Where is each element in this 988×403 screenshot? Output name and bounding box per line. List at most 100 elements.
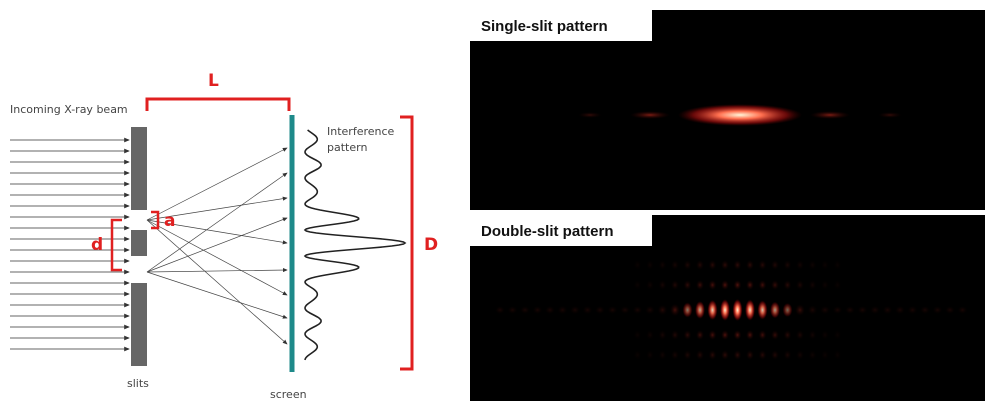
faint-fringe xyxy=(683,350,692,360)
L-bracket xyxy=(145,97,291,111)
a-bracket xyxy=(151,210,160,230)
faint-fringe xyxy=(833,280,842,290)
faint-fringe xyxy=(671,330,679,340)
fringe xyxy=(557,305,568,315)
panel-title: Double-slit pattern xyxy=(481,223,614,240)
D-label: D xyxy=(424,235,438,255)
faint-fringe xyxy=(721,350,729,360)
panel-title-box xyxy=(470,215,652,246)
faint-fringe xyxy=(733,330,742,340)
faint-fringe xyxy=(633,350,642,360)
fringe xyxy=(545,305,555,315)
faint-fringe xyxy=(646,330,654,340)
faint-fringe xyxy=(821,330,829,340)
faint-fringe xyxy=(633,260,642,270)
side-lobe xyxy=(578,112,602,118)
ray xyxy=(146,217,288,273)
faint-fringe xyxy=(696,280,704,290)
fringe xyxy=(945,305,955,315)
fringe xyxy=(682,302,693,318)
faint-fringe xyxy=(633,280,642,290)
faint-fringe xyxy=(658,330,667,340)
D-bracket xyxy=(400,115,414,371)
screen-label: screen xyxy=(270,388,307,401)
faint-fringe xyxy=(683,280,692,290)
faint-fringe xyxy=(658,350,667,360)
faint-fringe xyxy=(633,330,642,340)
faint-fringe xyxy=(771,350,779,360)
fringe xyxy=(920,305,930,315)
d-label: d xyxy=(91,235,103,255)
faint-fringe xyxy=(708,350,717,360)
faint-fringe xyxy=(646,280,654,290)
faint-fringe xyxy=(696,330,704,340)
fringe xyxy=(895,305,905,315)
side-lobe xyxy=(630,111,670,119)
fringe xyxy=(632,305,643,315)
faint-fringe xyxy=(783,260,792,270)
faint-fringe xyxy=(796,280,804,290)
faint-fringe xyxy=(708,260,717,270)
faint-fringe xyxy=(821,280,829,290)
faint-fringe xyxy=(796,330,804,340)
faint-fringe xyxy=(708,330,717,340)
faint-fringe xyxy=(758,330,767,340)
ray xyxy=(146,271,288,319)
ray xyxy=(146,172,288,273)
faint-fringe xyxy=(771,330,779,340)
faint-fringe xyxy=(746,330,754,340)
fringe xyxy=(695,301,705,319)
fringe xyxy=(570,305,580,315)
incoming-arrows xyxy=(10,137,130,352)
faint-fringe xyxy=(833,350,842,360)
pattern-label: Interference xyxy=(327,125,395,138)
faint-fringe xyxy=(746,350,754,360)
faint-fringe xyxy=(833,330,842,340)
slit-barrier xyxy=(131,127,147,210)
ray xyxy=(146,219,288,245)
fringe xyxy=(932,305,943,315)
fringe xyxy=(807,305,818,315)
faint-fringe xyxy=(821,260,829,270)
faint-fringe xyxy=(658,280,667,290)
faint-fringe xyxy=(646,350,654,360)
pattern-label: pattern xyxy=(327,141,367,154)
slit-barrier xyxy=(131,230,147,256)
faint-fringe xyxy=(746,280,754,290)
a-label: a xyxy=(164,211,175,231)
faint-fringe xyxy=(808,350,817,360)
fringe xyxy=(507,305,518,315)
fringe xyxy=(907,305,918,315)
faint-fringe xyxy=(683,330,692,340)
fringe xyxy=(620,306,630,314)
fringe xyxy=(595,305,605,315)
fringe xyxy=(757,300,768,320)
slits-label: slits xyxy=(127,377,149,390)
faint-fringe xyxy=(721,280,729,290)
faint-fringe xyxy=(808,280,817,290)
faint-fringe xyxy=(671,260,679,270)
fringe xyxy=(745,299,755,321)
faint-fringe xyxy=(658,260,667,270)
faint-fringe xyxy=(808,330,817,340)
ray xyxy=(146,219,288,345)
faint-fringe xyxy=(721,330,729,340)
fringe xyxy=(607,305,618,315)
fringe xyxy=(720,299,730,321)
faint-fringe xyxy=(783,330,792,340)
faint-fringe xyxy=(746,260,754,270)
fringe xyxy=(670,303,680,317)
faint-fringe xyxy=(783,350,792,360)
ray xyxy=(146,147,288,221)
fringe xyxy=(645,305,655,315)
faint-fringe xyxy=(683,260,692,270)
panel-title: Single-slit pattern xyxy=(481,18,608,35)
faint-fringe xyxy=(721,260,729,270)
fringe xyxy=(957,305,968,315)
fringe xyxy=(657,304,668,316)
faint-fringe xyxy=(671,280,679,290)
faint-fringe xyxy=(783,280,792,290)
fringe xyxy=(770,301,780,319)
fringe xyxy=(495,305,505,315)
